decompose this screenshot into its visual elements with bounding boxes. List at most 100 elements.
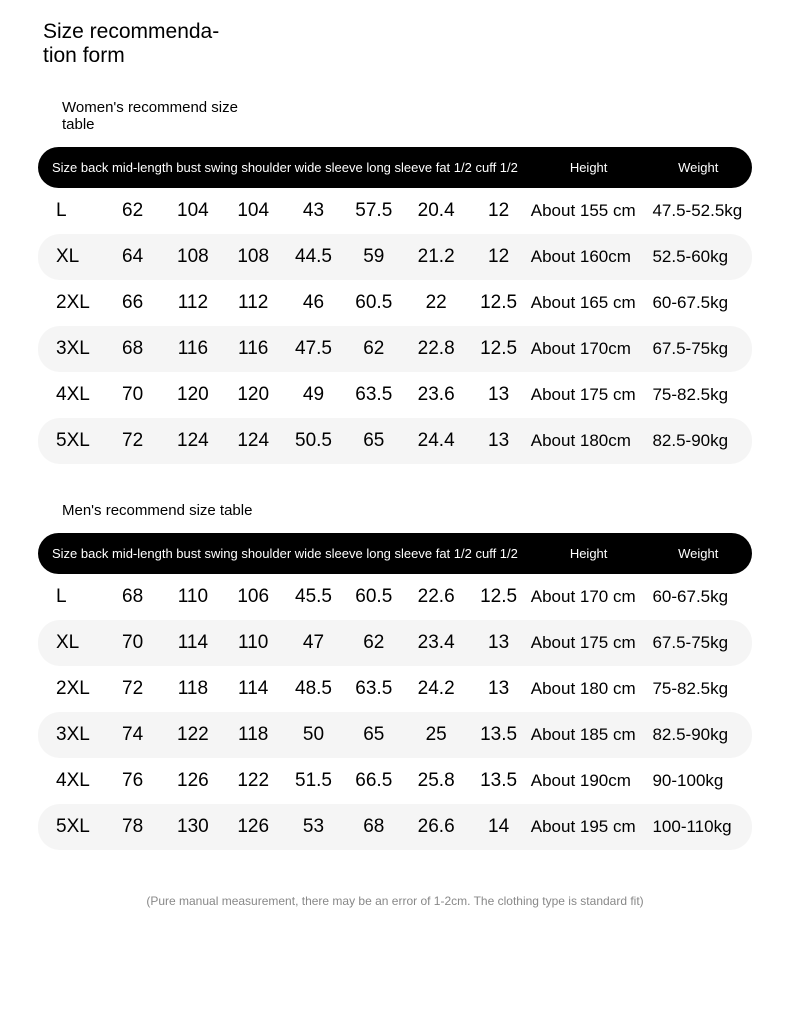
women-row: 4XL701201204963.523.613About 175 cm75-82… (38, 372, 752, 418)
swing-cell: 104 (223, 188, 283, 234)
swing-cell: 116 (223, 326, 283, 372)
back-cell: 68 (102, 326, 162, 372)
bust-cell: 124 (163, 418, 223, 464)
swing-cell: 124 (223, 418, 283, 464)
sleeve-long-cell: 59 (344, 234, 404, 280)
size-cell: 3XL (38, 326, 102, 372)
men-size-table: Size back mid-length bust swing shoulder… (38, 533, 752, 850)
bust-cell: 118 (163, 666, 223, 712)
bust-cell: 120 (163, 372, 223, 418)
back-cell: 68 (102, 574, 162, 620)
weight-cell: 60-67.5kg (650, 574, 752, 620)
men-row: 3XL7412211850652513.5About 185 cm82.5-90… (38, 712, 752, 758)
sleeve-long-cell: 65 (344, 712, 404, 758)
sleeve-fat-cell: 23.6 (404, 372, 468, 418)
swing-cell: 114 (223, 666, 283, 712)
swing-cell: 126 (223, 804, 283, 850)
back-cell: 62 (102, 188, 162, 234)
weight-cell: 90-100kg (650, 758, 752, 804)
sleeve-fat-cell: 22 (404, 280, 468, 326)
cuff-cell: 12.5 (468, 326, 528, 372)
weight-cell: 52.5-60kg (650, 234, 752, 280)
height-cell: About 180 cm (529, 666, 651, 712)
sleeve-fat-cell: 24.2 (404, 666, 468, 712)
cuff-cell: 12 (468, 234, 528, 280)
weight-cell: 75-82.5kg (650, 666, 752, 712)
shoulder-cell: 47.5 (283, 326, 343, 372)
sleeve-long-cell: 57.5 (344, 188, 404, 234)
footnote: (Pure manual measurement, there may be a… (38, 894, 752, 908)
size-cell: XL (38, 234, 102, 280)
sleeve-fat-cell: 25.8 (404, 758, 468, 804)
cuff-cell: 13 (468, 372, 528, 418)
height-cell: About 165 cm (529, 280, 651, 326)
men-row: 4XL7612612251.566.525.813.5About 190cm 9… (38, 758, 752, 804)
swing-cell: 110 (223, 620, 283, 666)
swing-cell: 118 (223, 712, 283, 758)
size-cell: 2XL (38, 666, 102, 712)
weight-cell: 82.5-90kg (650, 712, 752, 758)
bust-cell: 110 (163, 574, 223, 620)
height-cell: About 155 cm (529, 188, 651, 234)
size-cell: L (38, 188, 102, 234)
men-row: L6811010645.560.522.612.5About 170 cm60-… (38, 574, 752, 620)
men-row: 5XL78130126536826.614About 195 cm100-110… (38, 804, 752, 850)
sleeve-long-cell: 63.5 (344, 666, 404, 712)
header-weight: Weight (650, 533, 752, 574)
sleeve-fat-cell: 24.4 (404, 418, 468, 464)
swing-cell: 120 (223, 372, 283, 418)
weight-cell: 100-110kg (650, 804, 752, 850)
size-cell: 2XL (38, 280, 102, 326)
shoulder-cell: 49 (283, 372, 343, 418)
shoulder-cell: 50 (283, 712, 343, 758)
bust-cell: 104 (163, 188, 223, 234)
back-cell: 72 (102, 666, 162, 712)
back-cell: 74 (102, 712, 162, 758)
shoulder-cell: 53 (283, 804, 343, 850)
height-cell: About 175 cm (529, 372, 651, 418)
height-cell: About 195 cm (529, 804, 651, 850)
weight-cell: 47.5-52.5kg (650, 188, 752, 234)
men-row: XL70114110476223.413About 175 cm67.5-75k… (38, 620, 752, 666)
cuff-cell: 13.5 (468, 712, 528, 758)
back-cell: 64 (102, 234, 162, 280)
women-size-table: Size back mid-length bust swing shoulder… (38, 147, 752, 464)
height-cell: About 190cm (529, 758, 651, 804)
height-cell: About 170cm (529, 326, 651, 372)
women-row: 3XL6811611647.56222.812.5About 170cm 67.… (38, 326, 752, 372)
header-weight: Weight (650, 147, 752, 188)
weight-cell: 67.5-75kg (650, 326, 752, 372)
height-cell: About 170 cm (529, 574, 651, 620)
swing-cell: 122 (223, 758, 283, 804)
women-subtitle: Women's recommend size table (62, 100, 242, 133)
women-row: XL6410810844.55921.212About 160cm 52.5-6… (38, 234, 752, 280)
cuff-cell: 12.5 (468, 574, 528, 620)
cuff-cell: 12 (468, 188, 528, 234)
sleeve-fat-cell: 25 (404, 712, 468, 758)
sleeve-long-cell: 63.5 (344, 372, 404, 418)
cuff-cell: 13 (468, 418, 528, 464)
size-cell: 4XL (38, 758, 102, 804)
shoulder-cell: 50.5 (283, 418, 343, 464)
cuff-cell: 13 (468, 666, 528, 712)
bust-cell: 108 (163, 234, 223, 280)
shoulder-cell: 51.5 (283, 758, 343, 804)
men-header-left: Size back mid-length bust swing shoulder… (38, 533, 529, 574)
bust-cell: 114 (163, 620, 223, 666)
height-cell: About 185 cm (529, 712, 651, 758)
size-cell: 3XL (38, 712, 102, 758)
shoulder-cell: 48.5 (283, 666, 343, 712)
shoulder-cell: 47 (283, 620, 343, 666)
women-row: 5XL7212412450.56524.413About 180cm 82.5-… (38, 418, 752, 464)
bust-cell: 130 (163, 804, 223, 850)
back-cell: 70 (102, 372, 162, 418)
sleeve-fat-cell: 21.2 (404, 234, 468, 280)
size-cell: L (38, 574, 102, 620)
back-cell: 76 (102, 758, 162, 804)
weight-cell: 75-82.5kg (650, 372, 752, 418)
sleeve-fat-cell: 23.4 (404, 620, 468, 666)
height-cell: About 175 cm (529, 620, 651, 666)
sleeve-fat-cell: 22.8 (404, 326, 468, 372)
back-cell: 66 (102, 280, 162, 326)
weight-cell: 82.5-90kg (650, 418, 752, 464)
